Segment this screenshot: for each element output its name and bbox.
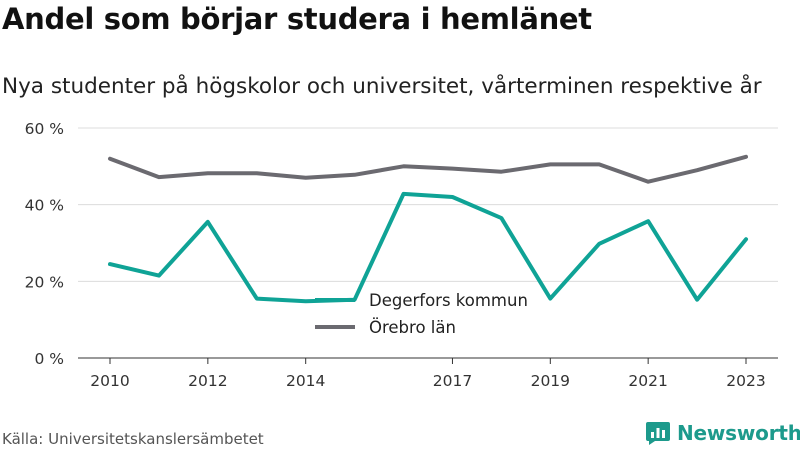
y-tick-label: 20 % bbox=[25, 273, 64, 291]
x-tick-label: 2014 bbox=[286, 372, 325, 390]
legend-label-halo: Örebro län bbox=[369, 318, 456, 337]
brand[interactable]: Newsworthy bbox=[645, 420, 800, 446]
y-tick-label: 0 % bbox=[34, 350, 64, 368]
series-line-degerfors bbox=[108, 191, 748, 304]
newsworthy-logo-icon bbox=[646, 422, 670, 445]
x-tick-label: 2019 bbox=[531, 372, 570, 390]
legend-label: Örebro län bbox=[369, 318, 456, 337]
brand-name: Newsworthy bbox=[677, 421, 800, 445]
legend-label-halo: Degerfors kommun bbox=[369, 291, 528, 310]
x-tick-label: 2012 bbox=[188, 372, 227, 390]
axes: 0 % 20 % 40 % 60 % 2010 2012 2014 2017 2019 2021 2… bbox=[25, 120, 778, 390]
series bbox=[108, 154, 748, 304]
x-tick-label: 2010 bbox=[90, 372, 129, 390]
x-tick-label: 2023 bbox=[726, 372, 765, 390]
series-line-orebro-lan bbox=[108, 154, 748, 184]
legend-label: Degerfors kommun bbox=[369, 291, 528, 310]
chart-subtitle: Nya studenter på högskolor och universit… bbox=[2, 74, 762, 99]
grid bbox=[78, 127, 778, 282]
x-tick-label: 2017 bbox=[433, 372, 472, 390]
source-note: Källa: Universitetskanslersämbetet bbox=[2, 430, 264, 448]
chart-title: Andel som börjar studera i hemlänet bbox=[2, 2, 592, 36]
y-tick-label: 40 % bbox=[25, 197, 64, 215]
x-tick-label: 2021 bbox=[628, 372, 667, 390]
y-tick-label: 60 % bbox=[25, 120, 64, 138]
